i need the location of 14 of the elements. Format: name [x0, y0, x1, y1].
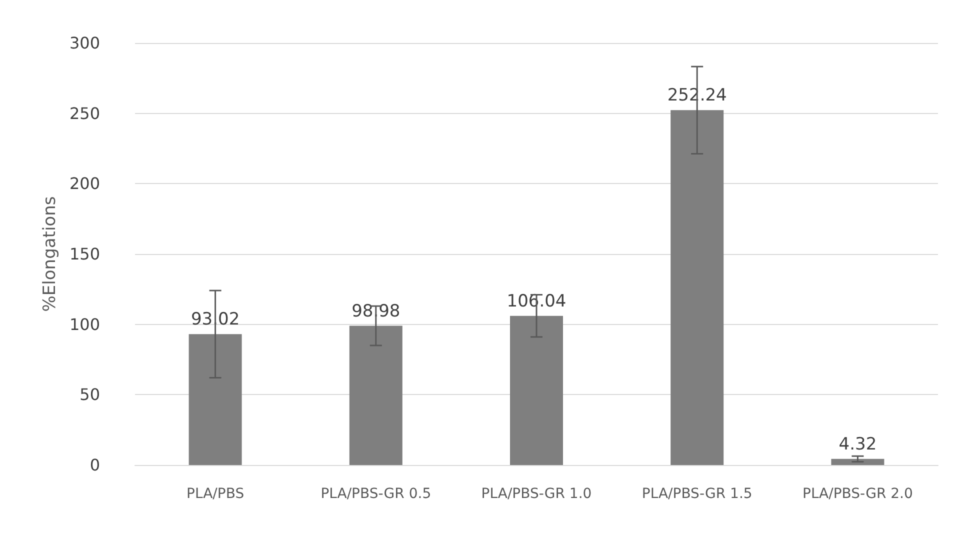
- y-tick-label: 200: [69, 174, 100, 194]
- y-tick-label: 250: [69, 104, 100, 123]
- y-tick-label: 150: [69, 244, 100, 264]
- y-axis-title: %Elongations: [40, 196, 60, 312]
- y-tick-label: 0: [90, 456, 100, 474]
- y-tick-label: 300: [69, 34, 100, 52]
- y-tick-label: 100: [69, 314, 100, 334]
- x-tick-label: PLA/PBS-GR 1.0: [481, 486, 592, 502]
- y-tick-label: 50: [80, 385, 100, 404]
- x-tick-label: PLA/PBS: [186, 486, 244, 502]
- x-tick-label: PLA/PBS-GR 0.5: [320, 486, 432, 502]
- x-tick-label: PLA/PBS-GR 1.5: [642, 486, 752, 502]
- x-tick-label: PLA/PBS-GR 2.0: [802, 486, 913, 502]
- data-label: 4.32: [838, 434, 877, 454]
